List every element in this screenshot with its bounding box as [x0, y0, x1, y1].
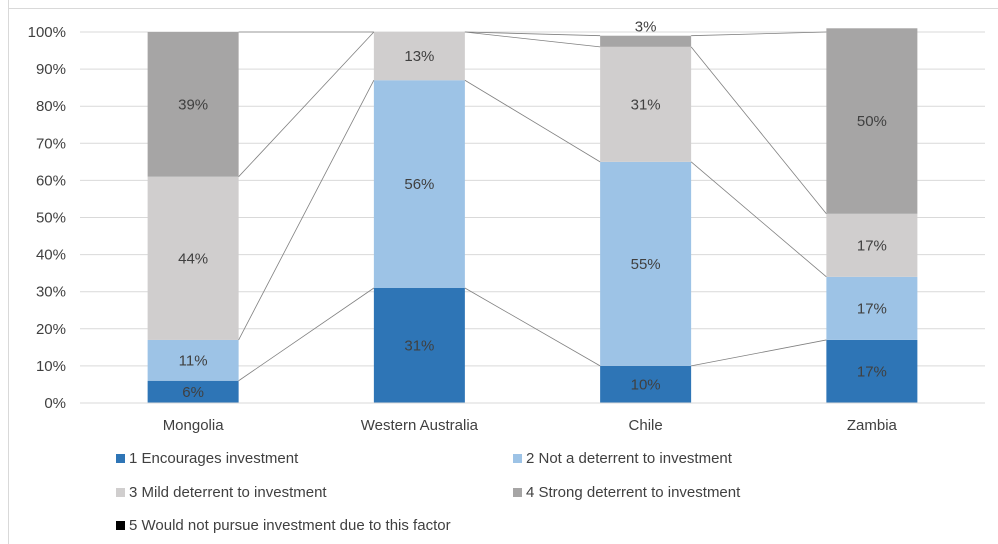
bar-segment — [600, 35, 692, 47]
data-label: 31% — [404, 337, 434, 354]
stacked-bar-chart: 0% 10% 20% 30% 40% 50% 60% 70% 80% 90% 100% 6% 31% 10… — [28, 19, 985, 434]
y-tick-label: 70% — [36, 135, 66, 152]
bar-segment — [147, 176, 239, 340]
legend-swatch — [116, 454, 125, 463]
series-line — [238, 80, 375, 341]
legend: 1 Encourages investment 2 Not a deterren… — [116, 450, 976, 540]
x-tick-label: Chile — [629, 417, 663, 434]
legend-item-would-not-pursue: 5 Would not pursue investment due to thi… — [116, 517, 451, 534]
data-label: 11% — [179, 352, 208, 369]
y-tick-label: 0% — [44, 395, 66, 412]
data-label: 44% — [178, 250, 208, 267]
legend-swatch — [513, 488, 522, 497]
data-label: 10% — [631, 376, 661, 393]
bar-segment — [600, 161, 692, 366]
y-tick-label: 10% — [36, 358, 66, 375]
series-line — [690, 161, 827, 278]
data-label: 50% — [857, 113, 887, 130]
series-line — [238, 31, 375, 177]
series-line — [690, 46, 827, 215]
series-line — [691, 31, 827, 37]
bar-segment — [373, 80, 465, 288]
series-line — [238, 287, 375, 382]
data-label: 17% — [857, 237, 887, 254]
y-tick-label: 90% — [36, 61, 66, 78]
y-tick-label: 30% — [36, 284, 66, 301]
bar-segment — [826, 28, 918, 214]
data-label: 13% — [404, 48, 434, 65]
legend-swatch — [513, 454, 522, 463]
bar-segment — [826, 276, 918, 340]
y-tick-label: 40% — [36, 247, 66, 264]
data-label: 17% — [857, 363, 887, 380]
data-label: 6% — [182, 384, 204, 401]
bar-segment — [147, 380, 239, 403]
series-line — [691, 339, 827, 367]
data-label: 55% — [631, 256, 661, 273]
legend-item-not-deterrent: 2 Not a deterrent to investment — [513, 450, 732, 467]
data-label: 39% — [178, 96, 208, 113]
legend-swatch — [116, 521, 125, 530]
series-line — [464, 287, 601, 367]
legend-label: 3 Mild deterrent to investment — [129, 484, 327, 501]
bar-segment — [147, 339, 239, 381]
legend-label: 2 Not a deterrent to investment — [526, 450, 732, 467]
data-label: 17% — [857, 300, 887, 317]
bar-segment — [826, 213, 918, 277]
data-label: 3% — [635, 19, 657, 36]
legend-label: 1 Encourages investment — [129, 450, 299, 467]
chart-frame-left — [8, 0, 9, 544]
series-line — [464, 31, 601, 37]
chart-frame-top — [8, 8, 998, 9]
legend-label: 4 Strong deterrent to investment — [526, 484, 741, 501]
legend-item-encourages: 1 Encourages investment — [116, 450, 298, 467]
x-tick-label: Western Australia — [361, 417, 479, 434]
y-tick-label: 20% — [36, 321, 66, 338]
series-line — [464, 79, 601, 163]
legend-label: 5 Would not pursue investment due to thi… — [129, 517, 451, 534]
bar-segment — [600, 365, 692, 403]
legend-item-mild-deterrent: 3 Mild deterrent to investment — [116, 484, 327, 501]
y-tick-label: 60% — [36, 172, 66, 189]
y-tick-label: 80% — [36, 98, 66, 115]
legend-item-strong-deterrent: 4 Strong deterrent to investment — [513, 484, 740, 501]
bar-segment — [826, 339, 918, 403]
bar-segment — [147, 32, 239, 177]
y-tick-label: 100% — [28, 24, 66, 41]
series-line — [464, 31, 601, 48]
data-label: 56% — [404, 176, 434, 193]
bar-segment — [373, 287, 465, 403]
x-tick-label: Mongolia — [163, 417, 225, 434]
bar-segment — [373, 32, 465, 81]
data-label: 31% — [631, 96, 661, 113]
y-tick-label: 50% — [36, 210, 66, 227]
x-tick-label: Zambia — [847, 417, 898, 434]
legend-swatch — [116, 488, 125, 497]
bar-segment — [600, 46, 692, 162]
